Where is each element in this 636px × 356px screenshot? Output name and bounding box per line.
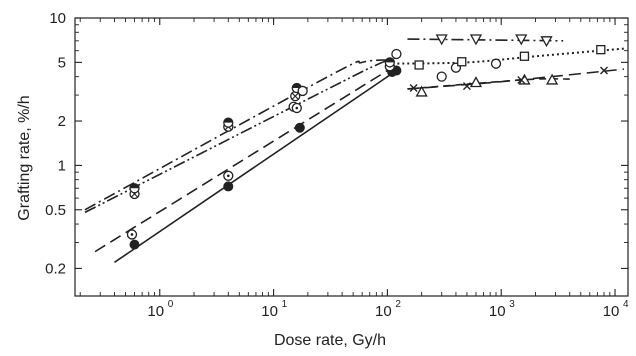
x-tick-exponent: 1	[282, 299, 288, 310]
marker-shape	[435, 34, 448, 46]
marker-shape	[519, 51, 530, 61]
y-axis-title: Grafting rate, %/h	[16, 95, 33, 220]
x-tick-exponent: 2	[395, 299, 401, 310]
data-point	[294, 122, 305, 133]
marker-shape	[457, 57, 467, 67]
data-point	[462, 82, 471, 91]
marker-cross-b	[409, 84, 418, 93]
x-tick-label: 10	[375, 303, 392, 320]
data-point	[129, 183, 140, 194]
x-tick-exponent: 0	[168, 299, 174, 310]
data-point	[415, 85, 428, 97]
data-point	[515, 34, 528, 46]
data-point	[223, 117, 234, 128]
marker-cross-b	[517, 75, 526, 84]
x-tick-exponent: 4	[623, 299, 629, 310]
marker-shape	[515, 34, 528, 46]
data-point	[469, 34, 483, 46]
axes-group	[74, 17, 629, 297]
data-point	[519, 51, 530, 61]
x-tick-label: 10	[147, 303, 164, 320]
fit-curve-series-4	[84, 59, 388, 211]
data-point	[391, 48, 402, 60]
data-point	[436, 71, 447, 82]
marker-cross-b	[600, 66, 608, 75]
marker-shape	[414, 60, 424, 70]
fit-curve-series-7	[407, 38, 564, 42]
y-tick-label: 5	[58, 54, 66, 71]
marker-shape	[129, 239, 140, 250]
fit-curve-series-2	[94, 68, 391, 253]
data-point	[546, 73, 559, 85]
data-point	[290, 90, 301, 102]
marker-shape	[297, 85, 308, 97]
marker-shape	[546, 73, 559, 85]
labels-group: Dose rate, Gy/h Grafting rate, %/h 10 0 10…	[16, 10, 629, 349]
marker-cross-b	[291, 92, 299, 100]
data-point	[297, 85, 308, 97]
data-point	[291, 102, 302, 114]
marker-shape	[596, 44, 606, 55]
fit-curve-series-5	[387, 47, 625, 65]
x-tick-label: 10	[489, 303, 506, 320]
data-point	[223, 170, 234, 181]
y-tick-label: 1	[58, 157, 66, 174]
curves-group	[84, 38, 625, 263]
marker-shape	[469, 76, 483, 88]
x-tick-exponent: 3	[509, 299, 515, 310]
marker-half	[223, 118, 233, 123]
marker-half	[292, 83, 302, 89]
markers-group	[126, 34, 608, 250]
marker-shape	[540, 36, 553, 48]
marker-shape	[415, 85, 428, 97]
marker-dot	[226, 174, 230, 178]
x-tick-label: 10	[261, 303, 278, 320]
marker-cross-b	[462, 82, 471, 91]
marker-shape	[294, 122, 305, 133]
marker-shape	[436, 71, 447, 82]
data-point	[469, 76, 483, 88]
marker-shape	[490, 58, 502, 69]
x-axis-title: Dose rate, Gy/h	[274, 332, 386, 349]
x-tick-label: 10	[603, 303, 620, 320]
data-point	[540, 36, 553, 48]
data-point	[600, 66, 608, 75]
fit-curve-series-9	[407, 68, 625, 90]
data-point	[490, 58, 502, 69]
data-point	[126, 229, 138, 240]
plot-frame	[74, 17, 629, 297]
data-point	[129, 239, 140, 250]
marker-shape	[469, 34, 483, 46]
data-point	[409, 84, 418, 93]
y-tick-label: 0.2	[45, 260, 66, 277]
y-tick-label: 10	[49, 10, 66, 27]
marker-shape	[223, 181, 234, 192]
data-point	[414, 60, 424, 70]
data-point	[596, 44, 606, 55]
marker-half	[385, 57, 395, 63]
data-point	[517, 75, 526, 84]
y-tick-label: 0.5	[45, 202, 66, 219]
data-point	[223, 181, 234, 192]
data-point	[384, 57, 395, 68]
y-tick-label: 2	[58, 113, 66, 130]
data-point	[457, 57, 467, 67]
data-point	[435, 34, 448, 46]
fit-curve-series-1	[114, 72, 393, 263]
marker-dot	[295, 106, 299, 110]
marker-shape	[391, 48, 402, 60]
marker-dot	[130, 233, 134, 236]
marker-half	[130, 183, 140, 189]
